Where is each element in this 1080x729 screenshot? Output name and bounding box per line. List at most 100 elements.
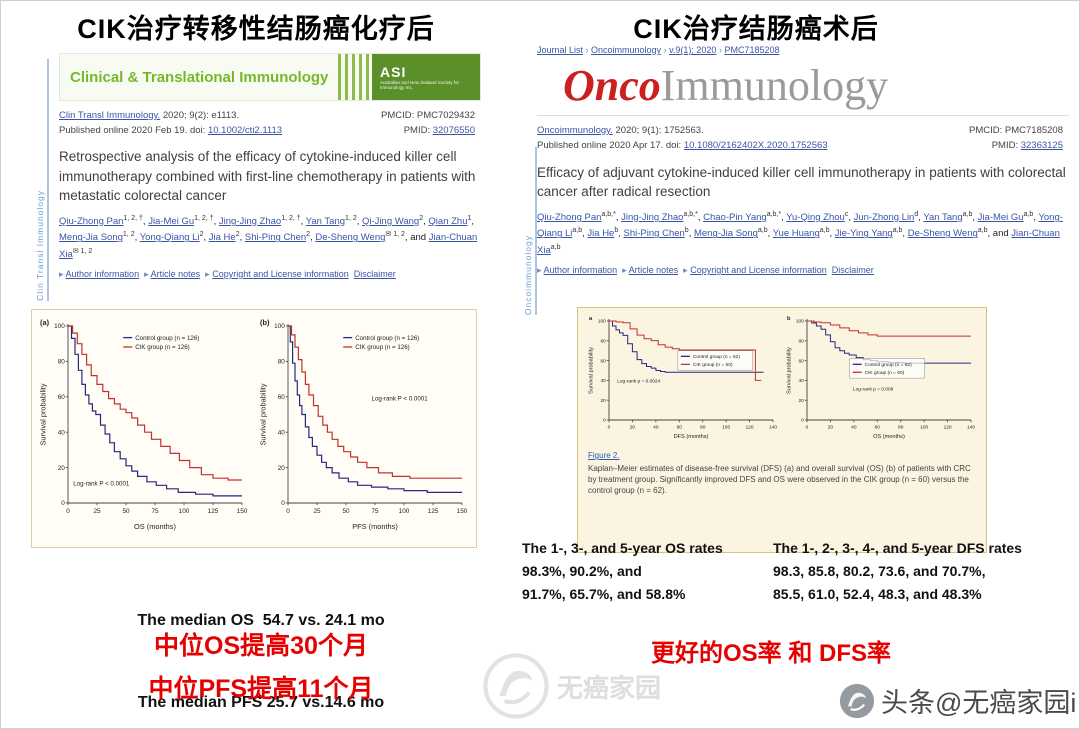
author-link[interactable]: Jia-Mei Gu — [977, 212, 1024, 224]
meta-link[interactable]: Article notes — [628, 264, 679, 275]
svg-text:80: 80 — [600, 338, 606, 344]
author-link[interactable]: Meng-Jia Song — [59, 232, 123, 244]
svg-text:0: 0 — [603, 418, 606, 424]
author-link[interactable]: Yong-Qiang Li — [139, 232, 200, 244]
author-link[interactable]: Jia He — [587, 228, 615, 240]
svg-text:150: 150 — [237, 508, 248, 515]
author-link[interactable]: Yong-Qiang Li — [537, 212, 1063, 240]
svg-text:20: 20 — [600, 398, 606, 404]
svg-text:Control group (n = 62): Control group (n = 62) — [693, 354, 740, 360]
meta-link[interactable]: Article notes — [150, 268, 201, 279]
author-link[interactable]: Jia He — [208, 232, 236, 244]
left-median-results: The median OS 54.7 vs. 24.1 mo The media… — [56, 553, 466, 728]
svg-text:Control group (n = 62): Control group (n = 62) — [865, 362, 912, 368]
left-journal-vertical-text: Clin Transl Immunology — [35, 190, 45, 301]
svg-text:CIK group (n = 60): CIK group (n = 60) — [865, 370, 905, 376]
author-affiliation-superscript: a,b — [892, 227, 903, 235]
svg-text:100: 100 — [920, 424, 928, 430]
author-link[interactable]: Yan Tang — [305, 216, 346, 228]
svg-text:Log-rank p = 0.0024: Log-rank p = 0.0024 — [617, 378, 660, 384]
meta-link[interactable]: Author information — [65, 268, 140, 279]
author-link[interactable]: Chao-Pin Yang — [703, 212, 767, 224]
left-doi-link[interactable]: 10.1002/cti2.1113 — [207, 124, 283, 136]
right-meta-links: ▸ Author information ▸ Article notes ▸ C… — [537, 265, 1069, 276]
author-link[interactable]: De-Sheng Weng — [907, 228, 978, 240]
left-pmid: PMID: 32076550 — [404, 124, 481, 139]
author-link[interactable]: Qi-Jing Wang — [362, 216, 420, 228]
author-link[interactable]: Meng-Jia Song — [693, 228, 758, 240]
author-link[interactable]: Yu-Qing Zhou — [786, 212, 845, 224]
svg-text:20: 20 — [278, 465, 286, 472]
svg-text:20: 20 — [58, 465, 66, 472]
journal-banner: Clinical & Translational Immunology ASI … — [59, 53, 481, 101]
right-doi-link[interactable]: 10.1080/2162402X.2020.1752563 — [683, 139, 828, 151]
svg-text:OS (months): OS (months) — [134, 522, 176, 531]
author-link[interactable]: De-Sheng Weng — [315, 232, 386, 244]
author-affiliation-superscript: a,b — [819, 227, 830, 235]
right-journal-link[interactable]: Oncoimmunology. — [537, 125, 613, 137]
svg-text:100: 100 — [399, 508, 410, 515]
author-link[interactable]: Jie-Ying Yang — [834, 228, 893, 240]
svg-text:100: 100 — [722, 424, 730, 430]
right-pmid-link[interactable]: 32363125 — [1020, 139, 1063, 151]
svg-text:0: 0 — [801, 418, 804, 424]
breadcrumb-link[interactable]: PMC7185208 — [724, 45, 780, 55]
author-affiliation-superscript: b — [614, 227, 619, 235]
author-affiliation-superscript: a,b — [977, 227, 988, 235]
author-link[interactable]: Jing-Jing Zhao — [218, 216, 282, 228]
author-affiliation-superscript: a,b,* — [601, 210, 616, 218]
left-paper-panel: Clin Transl Immunology Clinical & Transl… — [35, 53, 481, 305]
os-rates-cik: 98.3%, 90.2%, and — [522, 563, 642, 580]
svg-text:0: 0 — [61, 500, 65, 507]
breadcrumb-link[interactable]: Oncoimmunology — [591, 45, 662, 55]
disclosure-triangle-icon: ▸ — [59, 268, 66, 279]
breadcrumb-separator: › — [716, 45, 725, 55]
meta-link[interactable]: Copyright and License information — [690, 264, 827, 275]
author-link[interactable]: Shi-Ping Chen — [623, 228, 685, 240]
author-link[interactable]: Qian Zhu — [428, 216, 468, 228]
author-link[interactable]: Jun-Zhong Lin — [853, 212, 915, 224]
meta-link[interactable]: Author information — [543, 264, 618, 275]
figure-caption-label-link[interactable]: Figure 2. — [588, 451, 620, 460]
left-conclusion-line-2: 中位PFS提高11个月 — [148, 675, 374, 703]
author-affiliation-superscript: 1 — [467, 214, 472, 222]
svg-text:25: 25 — [313, 508, 321, 515]
author-link[interactable]: Jing-Jing Zhao — [621, 212, 684, 224]
svg-text:Survival probability: Survival probability — [787, 347, 793, 394]
meta-link[interactable]: Copyright and License information — [212, 268, 349, 279]
right-citation-issue: 2020; 9(1): 1752563. — [612, 125, 704, 137]
left-journal-link[interactable]: Clin Transl Immunology. — [59, 110, 161, 121]
breadcrumb-link[interactable]: Journal List — [537, 45, 584, 55]
svg-text:75: 75 — [151, 508, 159, 515]
author-link[interactable]: Yue Huang — [772, 228, 820, 240]
left-citation-line-2: Published online 2020 Feb 19. doi: 10.10… — [59, 124, 282, 139]
disclaimer-link[interactable]: Disclaimer — [831, 264, 874, 275]
author-link[interactable]: Jian-Chuan Xia — [59, 232, 478, 260]
svg-text:50: 50 — [122, 508, 130, 515]
svg-text:Log-rank P < 0.0001: Log-rank P < 0.0001 — [372, 395, 429, 402]
author-link[interactable]: Yan Tang — [923, 212, 963, 224]
dfs-rates-control: 85.5, 61.0, 52.4, 48.3, and 48.3% — [773, 586, 982, 603]
author-link[interactable]: Jia-Mei Gu — [148, 216, 195, 228]
dfs-rates-block: The 1-, 2-, 3-, 4-, and 5-year DFS rates… — [773, 537, 1073, 606]
author-affiliation-superscript: a,b — [572, 227, 583, 235]
svg-text:20: 20 — [798, 398, 804, 404]
svg-text:Log-rank P < 0.0001: Log-rank P < 0.0001 — [73, 480, 130, 487]
left-pmid-link[interactable]: 32076550 — [432, 124, 475, 136]
author-affiliation-superscript: ✉ 1, 2 — [385, 231, 405, 239]
svg-text:a: a — [589, 316, 593, 322]
svg-text:40: 40 — [600, 378, 606, 384]
os-rates-block: The 1-, 3-, and 5-year OS rates 98.3%, 9… — [522, 537, 772, 606]
right-figure-panel: 0 20 40 60 80 100 120 140 0 20 40 60 80 100 DFS (month… — [577, 307, 987, 553]
author-link[interactable]: Qiu-Zhong Pan — [59, 216, 124, 228]
author-affiliation-superscript: 1, 2 — [122, 231, 135, 239]
author-link[interactable]: Qiu-Zhong Pan — [537, 212, 602, 224]
disclaimer-link[interactable]: Disclaimer — [353, 268, 396, 279]
svg-text:Survival probability: Survival probability — [589, 347, 595, 394]
author-link[interactable]: Jian-Chuan Xia — [537, 228, 1060, 256]
left-pmcid-value: PMC7029432 — [416, 110, 475, 121]
author-link[interactable]: Shi-Ping Chen — [244, 232, 307, 244]
breadcrumb-link[interactable]: v.9(1); 2020 — [669, 45, 717, 55]
oncoimmunology-logo: OncoImmunology — [563, 62, 1069, 109]
left-slide-title: CIK治疗转移性结肠癌化疗后 — [77, 14, 435, 44]
